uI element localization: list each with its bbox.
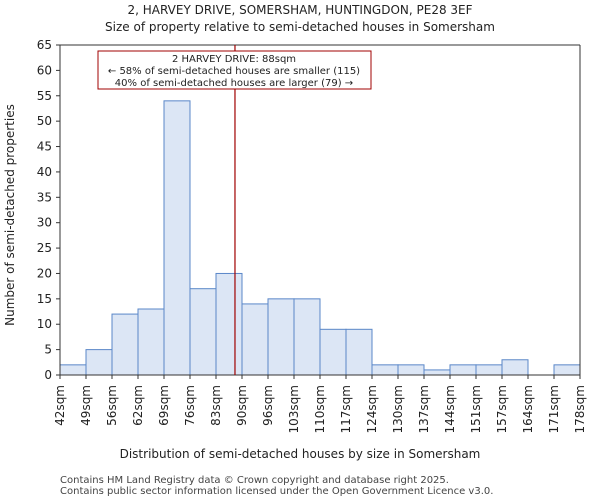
- y-tick-label: 35: [37, 190, 52, 204]
- y-tick-label: 20: [37, 266, 52, 280]
- bar-117sqm: [345, 328, 373, 376]
- y-tick-label: 0: [44, 368, 52, 382]
- annotation-line1: 2 HARVEY DRIVE: 88sqm: [172, 54, 296, 65]
- y-tick-label: 10: [37, 317, 52, 331]
- bar-76sqm: [189, 288, 217, 376]
- x-axis-label: Distribution of semi-detached houses by …: [120, 447, 481, 461]
- x-tick-label: 42sqm: [53, 385, 67, 426]
- y-tick-label: 65: [37, 38, 52, 52]
- x-tick-label: 137sqm: [417, 385, 431, 433]
- bar-130sqm: [397, 364, 425, 376]
- x-ticks-group: 42sqm 49sqm 56sqm 62sqm 69sqm 76sqm 83sqm 90sqm…: [53, 375, 587, 433]
- x-tick-label: 83sqm: [209, 385, 223, 426]
- x-tick-label: 117sqm: [339, 385, 353, 433]
- bar-144sqm: [449, 364, 477, 376]
- bar-69sqm: [163, 100, 191, 376]
- bar-103sqm: [293, 298, 321, 376]
- bar-62sqm: [137, 308, 165, 376]
- bar-110sqm: [319, 328, 347, 376]
- y-axis-label: Number of semi-detached properties: [3, 104, 17, 326]
- x-tick-label: 76sqm: [183, 385, 197, 426]
- annotation-line2: ← 58% of semi-detached houses are smalle…: [108, 66, 360, 77]
- bar-49sqm: [85, 349, 113, 376]
- x-tick-label: 157sqm: [495, 385, 509, 433]
- y-tick-label: 50: [37, 114, 52, 128]
- x-tick-label: 178sqm: [573, 385, 587, 433]
- bar-42sqm: [59, 364, 87, 376]
- y-tick-label: 60: [37, 63, 52, 77]
- x-tick-label: 124sqm: [365, 385, 379, 433]
- bar-83sqm: [215, 272, 243, 376]
- chart-title-line2: Size of property relative to semi-detach…: [105, 20, 495, 34]
- bars-group: [59, 100, 581, 376]
- x-tick-label: 130sqm: [391, 385, 405, 433]
- annotation-box-border: [97, 50, 372, 90]
- y-tick-label: 40: [37, 165, 52, 179]
- x-tick-label: 171sqm: [547, 385, 561, 433]
- annotation-line3: 40% of semi-detached houses are larger (…: [115, 78, 353, 89]
- y-tick-label: 55: [37, 89, 52, 103]
- x-tick-label: 49sqm: [79, 385, 93, 426]
- x-tick-label: 164sqm: [521, 385, 535, 433]
- bar-124sqm: [371, 364, 399, 376]
- x-tick-label: 110sqm: [313, 385, 327, 433]
- bar-137sqm: [423, 369, 451, 376]
- x-tick-label: 103sqm: [287, 385, 301, 433]
- y-tick-label: 5: [44, 343, 52, 357]
- x-tick-label: 62sqm: [131, 385, 145, 426]
- y-ticks-group: 0 5 10 15 20 25 30 35 40 45 50 55 60 65: [37, 38, 60, 382]
- bar-171sqm: [553, 364, 581, 376]
- x-tick-label: 144sqm: [443, 385, 457, 433]
- bar-90sqm: [241, 303, 269, 376]
- x-tick-label: 96sqm: [261, 385, 275, 426]
- bar-56sqm: [111, 313, 139, 376]
- bar-157sqm: [501, 359, 529, 376]
- y-tick-label: 15: [37, 292, 52, 306]
- y-tick-label: 30: [37, 216, 52, 230]
- bar-151sqm: [475, 364, 503, 376]
- annotation-box: 2 HARVEY DRIVE: 88sqm ← 58% of semi-deta…: [97, 50, 372, 90]
- footer-line2: Contains public sector information licen…: [60, 486, 493, 497]
- chart-title-line1: 2, HARVEY DRIVE, SOMERSHAM, HUNTINGDON, …: [127, 3, 472, 17]
- x-tick-label: 151sqm: [469, 385, 483, 433]
- y-tick-label: 45: [37, 140, 52, 154]
- footer-line1: Contains HM Land Registry data © Crown c…: [60, 475, 449, 486]
- y-tick-label: 25: [37, 241, 52, 255]
- x-tick-label: 69sqm: [157, 385, 171, 426]
- bar-96sqm: [267, 298, 295, 376]
- x-tick-label: 56sqm: [105, 385, 119, 426]
- x-tick-label: 90sqm: [235, 385, 249, 426]
